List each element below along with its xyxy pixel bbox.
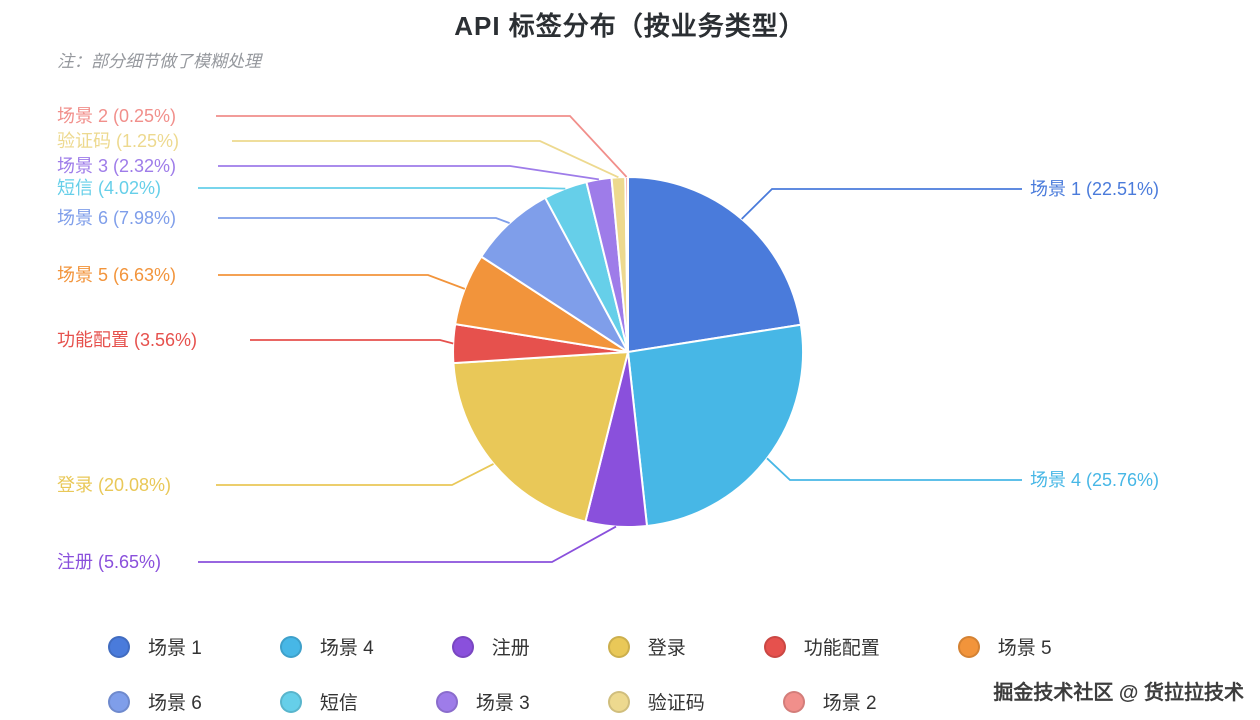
watermark: 掘金技术社区 @ 货拉拉技术	[993, 682, 1244, 704]
label-line-9	[232, 140, 619, 179]
legend-label: 验证码	[647, 693, 705, 714]
legend-dot	[279, 690, 302, 713]
slice-label-4: 功能配置 (3.56%)	[57, 330, 197, 350]
legend-label: 场景 4	[319, 638, 374, 659]
slice-label-5: 场景 5 (6.63%)	[57, 265, 176, 285]
label-line-1	[766, 457, 1022, 481]
legend-label: 场景 3	[475, 693, 530, 714]
label-line-8	[218, 165, 600, 181]
slice-label-9: 验证码 (1.25%)	[57, 131, 179, 151]
legend-dot	[108, 635, 130, 658]
legend-item-0-3[interactable]: 登录	[607, 633, 686, 660]
legend-label: 功能配置	[803, 638, 880, 659]
legend-dot	[451, 635, 474, 658]
slice-label-1: 场景 4 (25.76%)	[1030, 470, 1159, 490]
legend-label: 场景 1	[148, 638, 202, 659]
slice-label-3: 登录 (20.08%)	[57, 475, 171, 495]
legend-item-1-1[interactable]: 短信	[279, 688, 358, 715]
legend-dot	[607, 635, 630, 658]
legend-dot	[782, 690, 805, 713]
legend-item-0-4[interactable]: 功能配置	[763, 633, 880, 660]
legend-dot	[763, 635, 786, 658]
label-line-7	[198, 187, 566, 190]
legend-label: 场景 6	[148, 693, 202, 714]
legend-label: 场景 2	[822, 693, 877, 714]
label-line-5	[218, 274, 466, 290]
legend-item-0-5[interactable]: 场景 5	[957, 633, 1052, 660]
legend-label: 场景 5	[997, 638, 1052, 659]
label-line-0	[741, 188, 1022, 220]
legend-label: 短信	[319, 693, 358, 714]
legend-dot	[607, 690, 630, 713]
pie-slice-0[interactable]	[627, 176, 802, 353]
legend-item-0-0[interactable]: 场景 1	[108, 633, 202, 660]
legend-item-0-1[interactable]: 场景 4	[279, 633, 374, 660]
label-line-4	[250, 339, 454, 345]
pie-slice-1[interactable]	[627, 323, 804, 527]
legend-item-1-3[interactable]: 验证码	[607, 688, 705, 715]
legend-label: 登录	[647, 638, 686, 659]
legend-item-1-4[interactable]: 场景 2	[782, 688, 877, 715]
label-line-2	[198, 525, 617, 563]
legend-dot	[108, 690, 130, 713]
legend-dot	[279, 635, 302, 658]
chart-title: API 标签分布（按业务类型）	[454, 11, 806, 41]
legend-item-1-0[interactable]: 场景 6	[108, 688, 202, 715]
chart-note: 注：部分细节做了模糊处理	[57, 52, 261, 71]
label-line-6	[218, 217, 510, 224]
slice-label-2: 注册 (5.65%)	[57, 552, 161, 572]
label-line-3	[216, 463, 494, 486]
legend-item-1-2[interactable]: 场景 3	[435, 688, 530, 715]
legend-dot	[435, 690, 458, 713]
label-line-10	[216, 115, 628, 178]
pie-slice-3[interactable]	[452, 351, 629, 523]
slice-label-0: 场景 1 (22.51%)	[1030, 179, 1159, 199]
slice-label-10: 场景 2 (0.25%)	[57, 106, 176, 126]
slice-label-7: 短信 (4.02%)	[57, 178, 161, 198]
legend-item-0-2[interactable]: 注册	[451, 633, 530, 660]
slice-label-8: 场景 3 (2.32%)	[57, 156, 176, 176]
legend-row-2: 场景 6 短信 场景 3 验证码 场景 2	[108, 688, 1052, 715]
legend: 场景 1 场景 4 注册 登录 功能配置 场景 5 场景 6 短信 场景 3 验证码 场景 2	[108, 633, 1052, 715]
legend-row-1: 场景 1 场景 4 注册 登录 功能配置 场景 5	[108, 633, 1052, 660]
pie-slice-10[interactable]	[624, 175, 629, 353]
legend-dot	[957, 635, 980, 658]
slice-label-6: 场景 6 (7.98%)	[57, 208, 176, 228]
legend-label: 注册	[491, 638, 530, 659]
